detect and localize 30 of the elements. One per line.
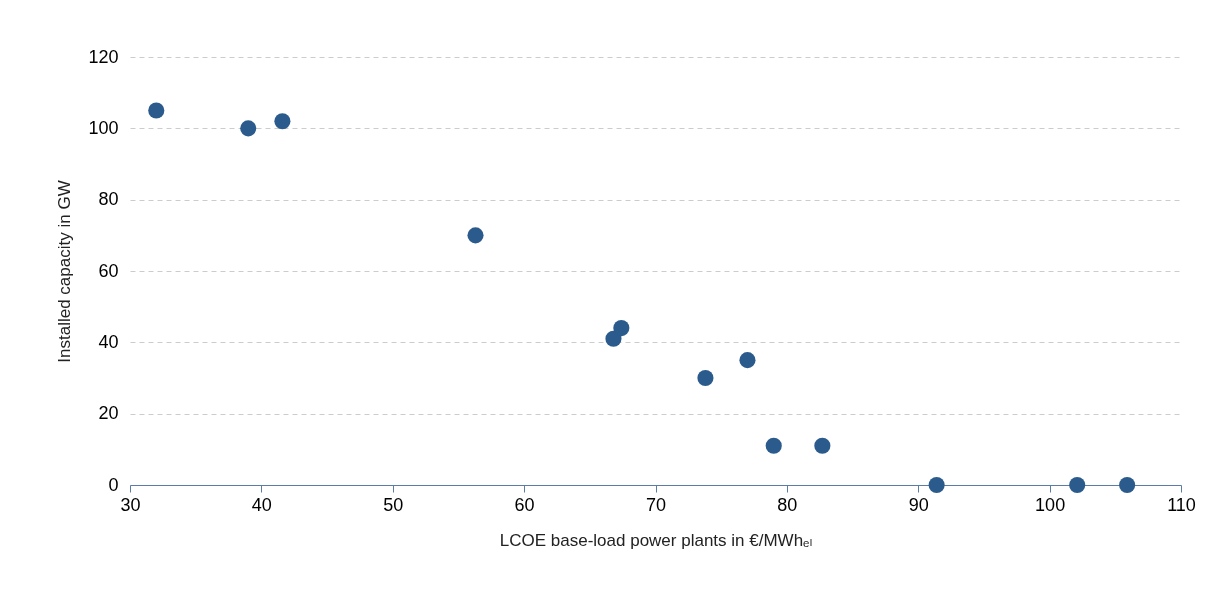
y-tick-label: 0 [108,474,119,495]
x-tick-label: 100 [1035,494,1066,515]
x-axis-title: LCOE base-load power plants in €/MWhₑₗ [499,530,813,550]
x-tick-label: 80 [777,494,798,515]
point [765,437,782,454]
point [697,369,714,387]
y-tick-label: 20 [98,403,119,424]
point [148,102,165,119]
y-tick-label: 100 [88,117,119,138]
y-tick-label: 60 [98,260,119,281]
point [467,227,484,244]
x-tick-label: 50 [383,494,404,515]
point [613,320,630,337]
point [274,113,291,130]
point [928,476,945,494]
point [1119,476,1136,494]
point [739,352,756,369]
point [240,120,257,137]
x-tick-label: 40 [251,494,272,515]
y-axis-title: Installed capacity in GW [55,180,75,363]
y-tick-label: 120 [88,46,119,67]
y-tick-label: 40 [98,331,119,352]
x-tick-label: 90 [908,494,929,515]
x-tick-label: 70 [645,494,667,515]
point [814,437,831,454]
point [1069,476,1086,494]
x-tick-label: 110 [1167,494,1196,515]
y-tick-label: 80 [98,189,119,210]
x-tick-label: 30 [120,494,141,515]
x-tick-label: 60 [514,494,535,515]
